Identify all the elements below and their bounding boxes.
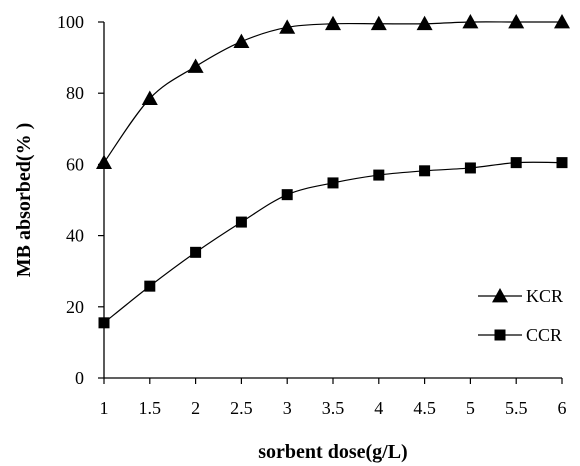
data-point — [416, 15, 433, 31]
data-point — [325, 15, 341, 31]
legend-marker — [494, 329, 506, 341]
x-tick-label: 1.5 — [139, 398, 162, 418]
data-point — [370, 15, 387, 31]
y-tick-label: 80 — [66, 83, 84, 103]
legend-item-ccr: CCR — [478, 325, 562, 345]
data-point — [508, 14, 525, 29]
x-ticks: 1 1.5 2 2.5 3 3.5 4 4.5 5 5.5 6 — [100, 378, 567, 418]
data-point — [554, 14, 570, 29]
legend: KCR CCR — [478, 286, 563, 345]
legend-item-kcr: KCR — [478, 286, 563, 306]
x-tick-label: 2 — [191, 398, 200, 418]
data-point — [96, 154, 112, 170]
y-axis-title: MB absorbed(% ) — [13, 123, 35, 277]
y-tick-label: 40 — [66, 226, 84, 246]
series-kcr — [96, 14, 570, 170]
data-point — [373, 169, 385, 181]
series-layer — [96, 14, 570, 329]
x-tick-label: 5.5 — [505, 398, 528, 418]
legend-label: KCR — [526, 286, 563, 306]
x-tick-label: 5 — [466, 398, 475, 418]
y-tick-label: 60 — [66, 154, 84, 174]
data-point — [144, 280, 156, 292]
y-tick-label: 20 — [66, 297, 84, 317]
data-point — [462, 14, 479, 29]
x-axis-title: sorbent dose(g/L) — [258, 441, 407, 463]
data-point — [556, 157, 568, 169]
x-tick-label: 4 — [374, 398, 383, 418]
data-point — [187, 58, 204, 73]
data-point — [98, 317, 110, 329]
x-tick-label: 6 — [558, 398, 567, 418]
data-point — [279, 19, 296, 34]
data-point — [510, 157, 522, 169]
x-tick-label: 2.5 — [230, 398, 253, 418]
data-point — [190, 246, 202, 258]
data-point — [141, 90, 158, 105]
series-ccr — [98, 157, 568, 329]
x-tick-label: 4.5 — [413, 398, 436, 418]
y-tick-label: 100 — [57, 12, 84, 32]
data-point — [281, 189, 293, 201]
x-tick-label: 3.5 — [322, 398, 345, 418]
legend-marker — [492, 288, 508, 303]
data-point — [464, 162, 476, 174]
y-tick-label: 0 — [75, 368, 84, 388]
data-point — [233, 33, 250, 48]
data-point — [419, 165, 431, 177]
x-tick-label: 1 — [100, 398, 109, 418]
series-line — [103, 21, 562, 163]
data-point — [327, 177, 339, 189]
y-ticks: 0 20 40 60 80 100 — [57, 12, 104, 388]
x-tick-label: 3 — [283, 398, 292, 418]
data-point — [235, 216, 247, 228]
axes — [103, 22, 562, 379]
legend-label: CCR — [526, 325, 562, 345]
